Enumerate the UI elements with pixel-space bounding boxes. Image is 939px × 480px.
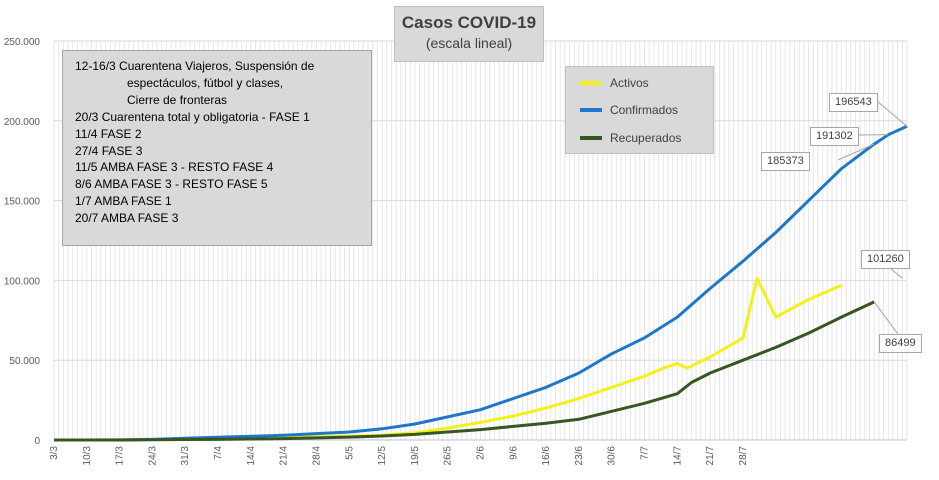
callout-confirmados-191302: 191302 — [810, 127, 859, 146]
y-tick-label: 150.000 — [4, 197, 41, 208]
y-tick-label: 200.000 — [4, 117, 41, 128]
x-tick-label: 7/7 — [640, 446, 651, 460]
legend-label: Recuperados — [610, 131, 682, 145]
series-line-recuperados — [54, 300, 875, 442]
annotation-line: 11/5 AMBA FASE 3 - RESTO FASE 4 — [75, 160, 274, 175]
annotation-line: Cierre de fronteras — [127, 92, 228, 107]
series-lines — [54, 124, 908, 442]
legend-label: Activos — [610, 76, 649, 90]
annotation-line: 12-16/3 Cuarentena Viajeros, Suspensión … — [75, 59, 315, 73]
x-tick-label: 16/6 — [541, 446, 552, 466]
phase-annotations: 12-16/3 Cuarentena Viajeros, Suspensión … — [62, 50, 372, 246]
x-tick-label: 26/5 — [443, 446, 454, 466]
legend-swatch-recuperados — [580, 136, 602, 140]
x-tick-label: 31/3 — [180, 446, 191, 466]
x-tick-label: 9/6 — [508, 446, 519, 460]
y-tick-label: 50.000 — [9, 356, 40, 367]
y-tick-label: 100.000 — [4, 276, 41, 287]
axes: 0 50.000 100.000 150.000 200.000 250.000 3/3 10… — [4, 37, 907, 465]
x-tick-label: 2/6 — [476, 446, 487, 460]
x-tick-label: 17/3 — [115, 446, 126, 466]
callout-leader-line — [873, 301, 899, 335]
x-tick-label: 24/3 — [147, 446, 158, 466]
annotation-line: 20/7 AMBA FASE 3 — [75, 211, 179, 226]
callout-leader-line — [889, 267, 903, 279]
annotation-line: 1/7 AMBA FASE 1 — [75, 194, 172, 209]
legend-item-confirmados: Confirmados — [580, 100, 678, 120]
legend-swatch-activos — [580, 81, 602, 85]
legend-swatch-confirmados — [580, 108, 602, 112]
callout-recuperados-86499: 86499 — [879, 334, 922, 353]
x-tick-label: 3/3 — [49, 446, 60, 460]
x-tick-label: 19/5 — [410, 446, 421, 466]
x-tick-label: 14/7 — [672, 446, 683, 466]
annotation-line: espectáculos, fútbol y clases, — [127, 75, 284, 90]
callout-leaders — [837, 100, 908, 335]
annotation-line: 8/6 AMBA FASE 3 - RESTO FASE 5 — [75, 177, 268, 192]
annotation-line: 20/3 Cuarentena total y obligatoria - FA… — [75, 109, 310, 124]
series-line-confirmados — [54, 124, 908, 442]
callout-confirmados-196543: 196543 — [829, 93, 878, 112]
legend-item-activos: Activos — [580, 73, 649, 93]
x-tick-label: 10/3 — [82, 446, 93, 466]
annotation-line: 27/4 FASE 3 — [75, 143, 143, 158]
x-tick-label: 30/6 — [607, 446, 618, 466]
legend-item-recuperados: Recuperados — [580, 128, 681, 148]
x-tick-label: 5/5 — [344, 446, 355, 460]
callout-leader-line — [837, 143, 875, 161]
chart-title: Casos COVID-19 — [401, 13, 537, 32]
x-tick-label: 12/5 — [377, 446, 388, 466]
x-tick-label: 28/4 — [311, 446, 322, 466]
x-tick-label: 21/4 — [279, 446, 290, 466]
x-tick-label: 7/4 — [213, 446, 224, 460]
legend: Activos Confirmados Recuperados — [565, 66, 714, 154]
y-tick-label: 250.000 — [4, 37, 41, 48]
x-tick-label: 23/6 — [574, 446, 585, 466]
chart-title-box: Casos COVID-19 (escala lineal) — [394, 6, 544, 62]
x-tick-label: 14/4 — [246, 446, 257, 466]
callout-leader-line — [876, 100, 908, 127]
callout-activos-101260: 101260 — [861, 250, 910, 269]
x-tick-label: 21/7 — [705, 446, 716, 466]
callout-confirmados-185373: 185373 — [761, 152, 810, 171]
chart-subtitle: (escala lineal) — [425, 35, 513, 51]
x-tick-label: 28/7 — [738, 446, 749, 466]
annotation-line: 11/4 FASE 2 — [75, 126, 142, 141]
legend-label: Confirmados — [610, 103, 679, 117]
y-tick-label: 0 — [34, 436, 40, 447]
